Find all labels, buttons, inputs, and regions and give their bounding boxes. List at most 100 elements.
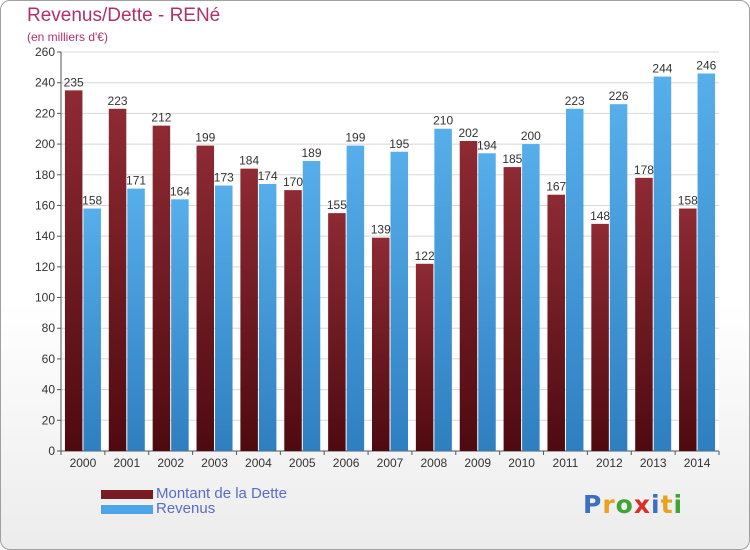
bar-revenus xyxy=(653,76,672,452)
data-label-revenus: 158 xyxy=(82,194,102,208)
data-label-dette: 223 xyxy=(108,94,128,108)
x-tick-label: 2010 xyxy=(508,456,535,470)
bar-revenus xyxy=(302,160,321,451)
x-tick-label: 2007 xyxy=(377,456,404,470)
y-tick-label: 240 xyxy=(35,76,55,90)
bars xyxy=(64,73,716,452)
x-tick-label: 2008 xyxy=(421,456,448,470)
y-tick-label: 180 xyxy=(35,168,55,182)
bar-revenus xyxy=(565,108,584,452)
bar-revenus xyxy=(434,128,452,451)
legend-swatch-revenus xyxy=(101,505,153,514)
bar-revenus xyxy=(215,185,233,451)
axes: 0 20 40 60 80 100 120 140 160 180 200 220 240 260 2000… xyxy=(35,45,720,470)
y-tick-label: 60 xyxy=(42,352,56,366)
legend-label-dette: Montant de la Dette xyxy=(156,485,287,502)
bar-dette xyxy=(635,177,653,452)
logo-letter: i xyxy=(673,490,684,519)
bar-revenus xyxy=(522,144,540,452)
x-tick-label: 2004 xyxy=(245,456,272,470)
data-label-dette: 184 xyxy=(239,154,259,168)
bar-revenus xyxy=(258,183,277,451)
bar-dette xyxy=(284,190,302,451)
bar-dette xyxy=(196,145,215,451)
x-tick-label: 2001 xyxy=(113,456,140,470)
data-label-revenus: 223 xyxy=(565,94,585,108)
chart-title: Revenus/Dette - RENé xyxy=(27,5,221,26)
bar-dette xyxy=(547,194,565,451)
data-label-dette: 185 xyxy=(502,152,522,166)
data-label-revenus: 194 xyxy=(477,138,497,152)
chart-subtitle: (en milliers d'€) xyxy=(27,30,108,44)
data-label-revenus: 226 xyxy=(609,89,629,103)
data-label-dette: 235 xyxy=(64,75,84,89)
data-label-revenus: 210 xyxy=(433,114,453,128)
y-tick-label: 80 xyxy=(42,321,56,335)
legend-swatch-dette xyxy=(101,490,153,499)
logo-letter: P xyxy=(583,490,603,519)
data-label-dette: 202 xyxy=(458,126,478,140)
x-tick-label: 2005 xyxy=(289,456,316,470)
y-tick-label: 140 xyxy=(35,229,55,243)
data-label-dette: 178 xyxy=(634,163,654,177)
y-tick-label: 20 xyxy=(42,413,56,427)
bar-revenus xyxy=(390,151,408,451)
x-tick-label: 2002 xyxy=(157,456,184,470)
data-label-dette: 158 xyxy=(678,194,698,208)
logo-letter: t xyxy=(660,490,674,519)
grid xyxy=(61,51,719,452)
bar-dette xyxy=(503,167,522,451)
bar-revenus xyxy=(609,104,628,451)
data-label-revenus: 171 xyxy=(126,174,146,188)
logo-letter: i xyxy=(651,490,661,519)
legend-label-revenus: Revenus xyxy=(156,500,216,517)
logo-letter: x xyxy=(633,490,651,519)
data-label-revenus: 244 xyxy=(652,62,672,76)
data-label-revenus: 164 xyxy=(170,184,190,198)
data-label-revenus: 189 xyxy=(302,146,322,160)
x-tick-label: 2006 xyxy=(333,456,360,470)
y-tick-label: 0 xyxy=(48,444,55,458)
data-label-dette: 139 xyxy=(371,223,391,237)
bar-revenus xyxy=(83,208,101,451)
bar-revenus xyxy=(171,199,189,451)
y-tick-label: 260 xyxy=(35,45,55,59)
data-label-revenus: 174 xyxy=(258,169,278,183)
data-label-revenus: 199 xyxy=(345,131,365,145)
x-tick-label: 2011 xyxy=(553,456,579,470)
y-tick-label: 120 xyxy=(35,260,55,274)
data-label-dette: 167 xyxy=(546,180,566,194)
bar-dette xyxy=(152,125,171,452)
plot-area xyxy=(61,52,719,451)
x-tick-label: 2009 xyxy=(464,456,491,470)
data-label-dette: 122 xyxy=(415,249,435,263)
bar-dette xyxy=(415,263,434,451)
data-label-dette: 212 xyxy=(151,111,171,125)
x-tick-label: 2014 xyxy=(684,456,711,470)
bar-dette xyxy=(328,213,346,451)
data-label-revenus: 246 xyxy=(696,58,716,72)
bar-dette xyxy=(459,141,478,451)
data-label-revenus: 200 xyxy=(521,129,541,143)
data-label-dette: 148 xyxy=(590,209,610,223)
bar-dette xyxy=(591,223,609,451)
y-tick-label: 40 xyxy=(42,383,56,397)
x-tick-label: 2013 xyxy=(640,456,667,470)
y-tick-label: 100 xyxy=(35,291,55,305)
bar-revenus xyxy=(478,153,496,452)
bar-revenus xyxy=(697,73,716,451)
logo-letter: o xyxy=(615,490,634,519)
bar-dette xyxy=(240,168,258,451)
logo-letter: r xyxy=(602,490,616,519)
data-label-revenus: 173 xyxy=(214,171,234,185)
bar-dette xyxy=(679,208,697,451)
data-label-dette: 170 xyxy=(283,175,303,189)
data-label-dette: 199 xyxy=(195,131,215,145)
y-tick-label: 200 xyxy=(35,137,55,151)
bar-revenus xyxy=(127,188,145,452)
bar-dette xyxy=(372,237,390,451)
bar-dette xyxy=(108,108,127,452)
x-tick-label: 2003 xyxy=(201,456,228,470)
